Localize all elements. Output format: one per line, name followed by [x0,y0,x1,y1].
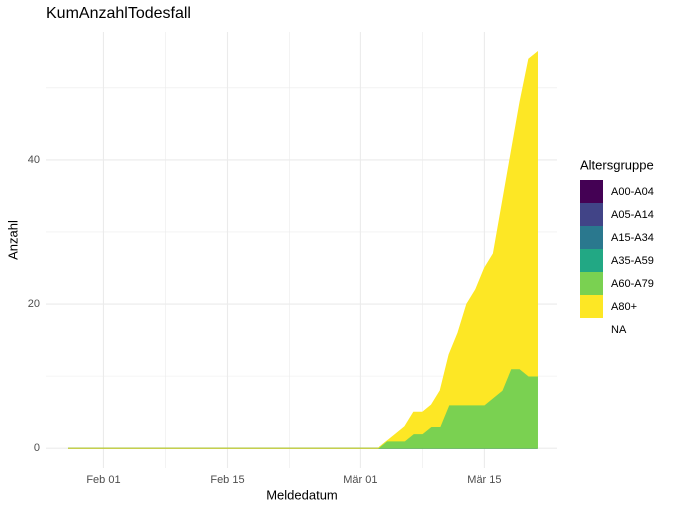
y-tick-label: 40 [28,154,40,166]
legend-swatch [580,180,603,203]
legend-swatch [580,272,603,295]
legend-label: A15-A34 [611,232,654,244]
legend-label: A00-A04 [611,186,654,198]
legend-swatch [580,226,603,249]
legend-label: A05-A14 [611,209,654,221]
legend-swatch [580,295,603,318]
y-tick-label: 0 [34,442,40,454]
y-tick-label: 20 [28,298,40,310]
legend-label: A80+ [611,301,637,313]
x-tick-label: Feb 15 [210,474,244,486]
y-axis-title: Anzahl [5,220,20,260]
legend-swatch [580,203,603,226]
legend-label: A35-A59 [611,255,654,267]
x-tick-label: Mär 01 [343,474,377,486]
x-axis-title: Meldedatum [266,487,338,502]
legend-title: Altersgruppe [580,157,654,172]
x-tick-label: Mär 15 [467,474,501,486]
chart-title: KumAnzahlTodesfall [46,5,191,22]
x-tick-label: Feb 01 [86,474,120,486]
legend-label: NA [611,324,627,336]
legend-swatch [580,249,603,272]
area [68,50,538,449]
legend-label: A60-A79 [611,278,654,290]
